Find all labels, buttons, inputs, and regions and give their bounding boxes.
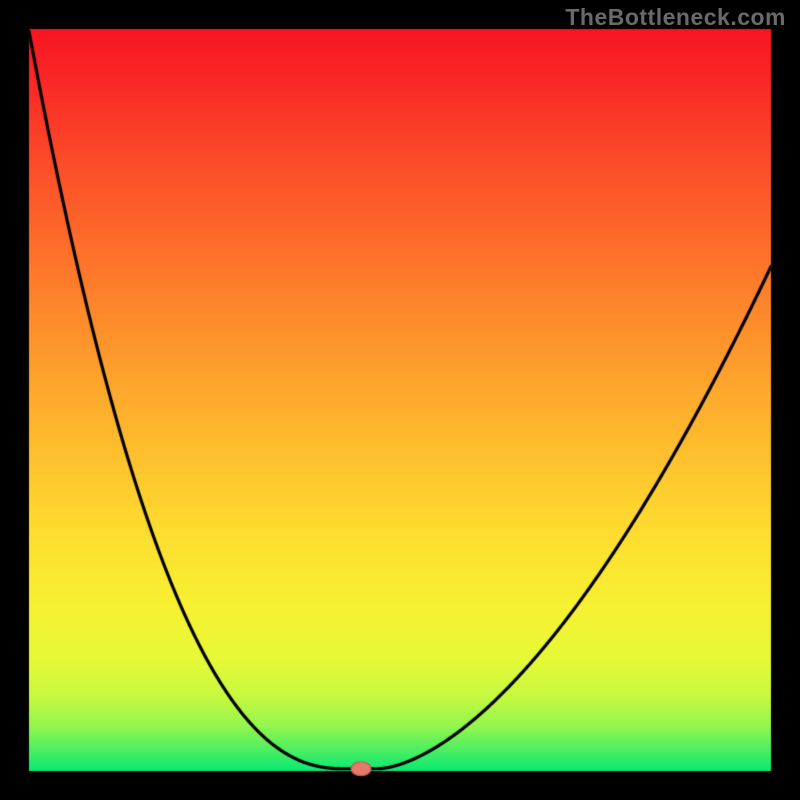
bottleneck-curve-overlay: [0, 0, 800, 800]
source-watermark: TheBottleneck.com: [565, 4, 786, 31]
